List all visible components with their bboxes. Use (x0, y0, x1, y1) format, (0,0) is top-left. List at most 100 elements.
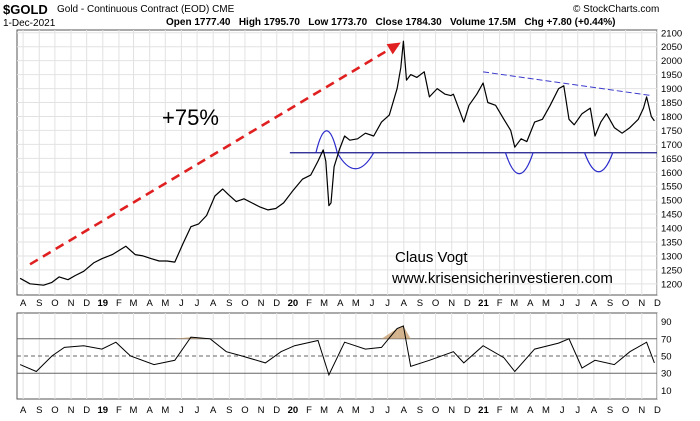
price-month-label: N (258, 298, 265, 309)
price-month-label: J (179, 298, 184, 309)
price-month-label: 20 (288, 298, 299, 309)
price-tick-label: 2000 (661, 56, 682, 67)
price-series-line (19, 40, 655, 286)
inverse-head-shoulders-curves (315, 130, 614, 175)
price-month-label: D (654, 298, 661, 309)
rsi-month-label: J (370, 405, 375, 416)
price-month-label: S (417, 298, 423, 309)
chart-date: 1-Dec-2021 (3, 18, 56, 29)
price-x-axis: A S O N D 19 F M A M J J A S O N D 20 F M A M J J A S O N D 21 F M A M J J A… (20, 298, 661, 309)
price-month-label: N (68, 298, 75, 309)
rsi-month-label: 20 (288, 405, 299, 416)
rsi-fill-segment (381, 328, 398, 339)
rsi-month-label: O (622, 405, 629, 416)
price-month-label: M (130, 298, 138, 309)
price-month-label: F (116, 298, 122, 309)
rsi-month-label: 21 (478, 405, 489, 416)
price-month-label: J (385, 298, 390, 309)
price-month-label: A (210, 298, 217, 309)
description-text: Gold - Continuous Contract (EOD) (57, 4, 210, 15)
ihs-curve-march (504, 152, 534, 175)
price-month-label: 21 (478, 298, 489, 309)
price-month-label: A (401, 298, 408, 309)
price-tick-label: 1200 (661, 279, 682, 290)
price-month-label: M (320, 298, 328, 309)
rsi-x-axis: A S O N D 19 F M A M J J A S O N D 20 F M A M J J A S O N D 21 F M A M J J A… (20, 405, 661, 416)
price-month-label: F (497, 298, 503, 309)
rsi-month-label: D (273, 405, 280, 416)
rsi-month-label: J (195, 405, 200, 416)
price-month-label: D (273, 298, 280, 309)
price-tick-label: 1950 (661, 70, 682, 81)
rsi-month-label: A (210, 405, 217, 416)
rsi-month-label: J (385, 405, 390, 416)
price-tick-label: 1300 (661, 251, 682, 262)
rsi-month-label: M (130, 405, 138, 416)
price-month-label: M (510, 298, 518, 309)
price-tick-label: 1450 (661, 210, 682, 221)
rsi-month-label: N (448, 405, 455, 416)
gain-arrow-head (386, 42, 401, 55)
exchange-text: CME (212, 4, 235, 15)
rsi-fill-segment (174, 337, 191, 339)
rsi-month-label: F (116, 405, 122, 416)
price-month-label: A (527, 298, 534, 309)
description: Gold - Continuous Contract (EOD) CME (57, 4, 234, 15)
price-tick-label: 1900 (661, 84, 682, 95)
rsi-y-axis: 10 30 50 70 90 (661, 317, 672, 397)
price-month-label: D (464, 298, 471, 309)
rsi-month-label: F (497, 405, 503, 416)
rsi-month-label: S (36, 405, 42, 416)
price-tick-label: 1700 (661, 140, 682, 151)
price-month-label: N (448, 298, 455, 309)
price-tick-label: 1250 (661, 265, 682, 276)
price-month-label: S (36, 298, 42, 309)
price-month-label: O (241, 298, 248, 309)
price-month-label: A (20, 298, 27, 309)
rsi-panel (16, 312, 658, 400)
ihs-curve-august (584, 152, 614, 173)
rsi-month-label: M (161, 405, 169, 416)
rsi-month-label: M (542, 405, 550, 416)
price-tick-label: 1550 (661, 182, 682, 193)
rsi-month-label: N (638, 405, 645, 416)
price-month-label: J (560, 298, 565, 309)
rsi-month-label: F (306, 405, 312, 416)
price-month-label: J (575, 298, 580, 309)
rsi-tick-label: 50 (661, 352, 672, 363)
price-month-label: A (337, 298, 344, 309)
price-month-label: M (352, 298, 360, 309)
rsi-month-label: A (337, 405, 344, 416)
rsi-month-label: A (20, 405, 27, 416)
gain-label: +75% (162, 105, 219, 130)
rsi-tick-label: 30 (661, 369, 672, 380)
rsi-month-label: N (68, 405, 75, 416)
rsi-month-label: O (432, 405, 439, 416)
rsi-month-label: A (527, 405, 534, 416)
price-tick-label: 1850 (661, 98, 682, 109)
rsi-month-label: N (258, 405, 265, 416)
rsi-month-label: J (560, 405, 565, 416)
ihs-curve-left (315, 130, 338, 153)
price-month-label: S (607, 298, 613, 309)
rsi-tick-label: 90 (661, 317, 672, 328)
price-month-label: O (622, 298, 629, 309)
price-tick-label: 2100 (661, 28, 682, 39)
rsi-month-label: O (51, 405, 58, 416)
price-tick-label: 1350 (661, 238, 682, 249)
price-month-label: O (51, 298, 58, 309)
rsi-month-label: S (226, 405, 232, 416)
price-tick-label: 1600 (661, 168, 682, 179)
watermark: © StockCharts.com (573, 4, 660, 15)
rsi-month-label: S (417, 405, 423, 416)
ohlc-line: Open 1777.40 High 1795.70 Low 1773.70 Cl… (166, 17, 616, 28)
rsi-month-label: A (591, 405, 598, 416)
rsi-grid (17, 313, 658, 399)
price-month-label: F (306, 298, 312, 309)
symbol: $GOLD (3, 2, 48, 17)
rsi-month-label: J (179, 405, 184, 416)
website-label: www.krisensicherinvestieren.com (391, 270, 613, 287)
price-tick-label: 1750 (661, 126, 682, 137)
price-y-axis: 1200 1250 1300 1350 1400 1450 1500 1550 1600 1650… (661, 28, 682, 290)
rsi-month-label: M (352, 405, 360, 416)
